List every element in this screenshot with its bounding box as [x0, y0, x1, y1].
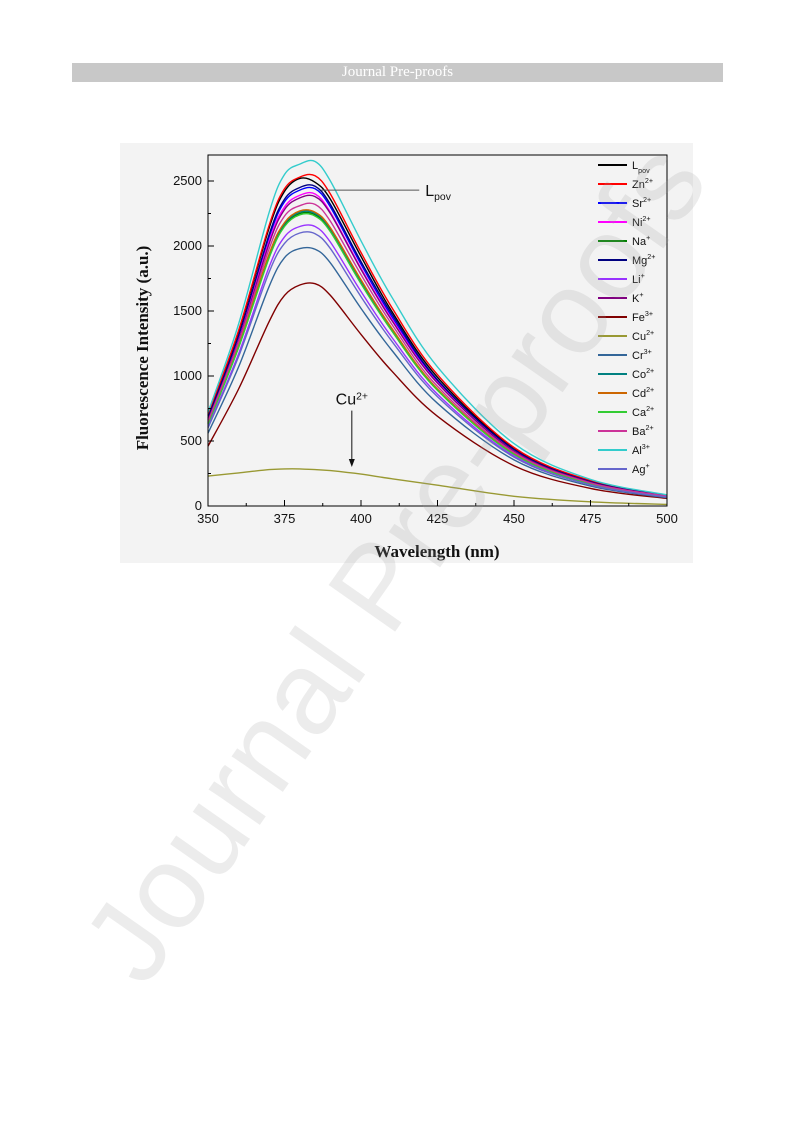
x-tick-label: 425 — [427, 511, 449, 526]
series-line-cd — [207, 209, 668, 498]
series-line-k — [207, 194, 668, 497]
series-line-mg — [207, 184, 668, 497]
legend-label-cd: Cd2+ — [632, 386, 654, 400]
legend-label-al: Al3+ — [632, 443, 650, 457]
y-tick-label: 2500 — [173, 173, 202, 188]
banner-text: Journal Pre-proofs — [341, 64, 454, 80]
series-line-fe — [207, 282, 668, 500]
y-tick-label: 1500 — [173, 303, 202, 318]
y-axis-title: Fluorescence Intensity (a.u.) — [133, 246, 152, 451]
series-layer — [207, 159, 668, 506]
x-tick-label: 475 — [580, 511, 602, 526]
series-line-li — [207, 224, 668, 498]
legend-label-k: K+ — [632, 291, 644, 305]
x-tick-label: 400 — [350, 511, 372, 526]
y-tick-label: 1000 — [173, 368, 202, 383]
y-tick-label: 2000 — [173, 238, 202, 253]
series-line-al — [207, 159, 668, 496]
fluorescence-chart: 350 375 400 425 450 475 500 0 500 1000 1500 2000 250… — [133, 154, 678, 561]
legend-label-co: Co2+ — [632, 367, 654, 381]
legend-label-ba: Ba2+ — [632, 424, 654, 438]
series-line-cu — [207, 468, 668, 506]
axes-layer: 350 375 400 425 450 475 500 0 500 1000 1500 2000 250… — [173, 154, 678, 526]
y-tick-label: 500 — [180, 433, 202, 448]
legend-label-zn: Zn2+ — [632, 177, 653, 191]
legend-label-li: Li+ — [632, 272, 645, 286]
series-line-ba — [207, 202, 668, 497]
series-line-zn — [207, 173, 668, 496]
legend-label-cu: Cu2+ — [632, 329, 654, 343]
annotation-arrow-head — [348, 459, 355, 467]
legend-label-ni: Ni2+ — [632, 215, 651, 229]
series-line-ca — [207, 213, 668, 498]
annotation-label: Lpov — [425, 183, 451, 203]
annotation-label: Cu2+ — [336, 392, 368, 409]
x-tick-label: 500 — [656, 511, 678, 526]
legend-label-fe: Fe3+ — [632, 310, 653, 324]
legend-label-ca: Ca2+ — [632, 405, 654, 419]
legend-label-sr: Sr2+ — [632, 196, 651, 210]
legend-label-cr: Cr3+ — [632, 348, 652, 362]
legend-label-ag: Ag+ — [632, 462, 650, 476]
legend-label-mg: Mg2+ — [632, 253, 655, 267]
x-tick-label: 450 — [503, 511, 525, 526]
series-line-cr — [207, 246, 668, 499]
x-axis-title: Wavelength (nm) — [374, 542, 499, 561]
legend-label-l: Lpov — [632, 160, 650, 175]
legend: Lpov Zn2+ Sr2+ Ni2+ Na+ Mg2+ Li+ K+ Fe3+ Cu2+ Cr3+… — [598, 160, 655, 476]
legend-label-na: Na+ — [632, 234, 650, 248]
journal-banner: Journal Pre-proofs — [72, 63, 723, 82]
annotation-layer: Lpov Cu2+ — [321, 183, 452, 467]
x-tick-label: 375 — [274, 511, 296, 526]
series-line-ag — [207, 231, 668, 498]
x-tick-label: 350 — [197, 511, 219, 526]
y-tick-label: 0 — [195, 498, 202, 513]
